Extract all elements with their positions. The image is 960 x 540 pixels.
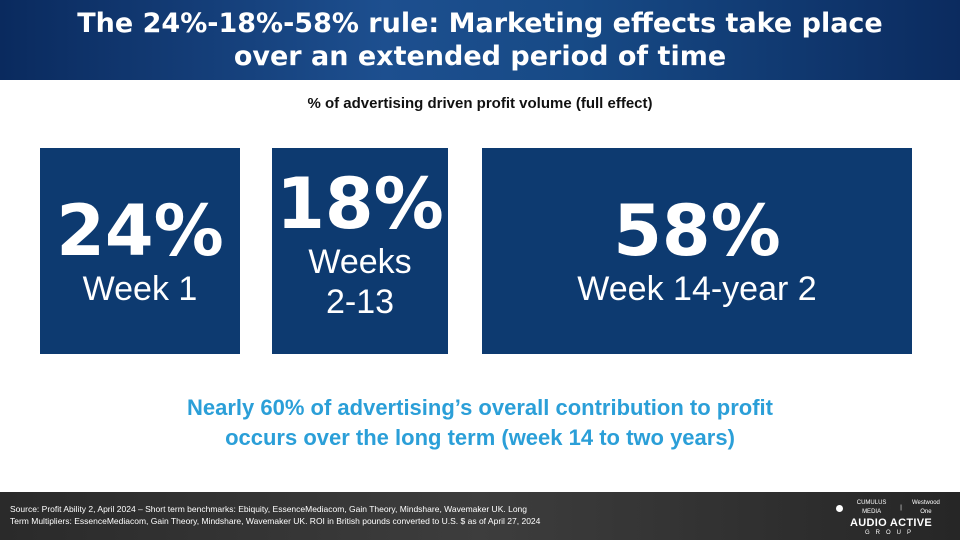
logo-main: AUDIO ACTIVE — [849, 517, 933, 529]
header-banner: The 24%-18%-58% rule: Marketing effects … — [0, 0, 960, 80]
stat-box-week-14-year-2: 58% Week 14-year 2 — [482, 148, 912, 354]
stat-label-line-2: 2-13 — [325, 283, 395, 321]
subtitle: % of advertising driven profit volume (f… — [307, 95, 653, 112]
logo-westwood: Westwood One — [911, 500, 940, 515]
audio-active-group-logo: CUMULUS MEDIA | Westwood One AUDIO ACTIV… — [836, 499, 946, 538]
logo-top-row: CUMULUS MEDIA | Westwood One — [836, 499, 946, 517]
source-line-1: Source: Profit Ability 2, April 2024 – S… — [10, 504, 528, 514]
stat-label-line-1: Weeks — [308, 243, 412, 281]
title-line-1: The 24%-18%-58% rule: Marketing effects … — [77, 8, 883, 39]
source-line-2: Term Multipliers: EssenceMediacom, Gain … — [10, 516, 541, 526]
logo-cumulus: CUMULUS MEDIA — [856, 500, 887, 515]
callout-line-1: Nearly 60% of advertising’s overall cont… — [187, 395, 773, 420]
source-note: Source: Profit Ability 2, April 2024 – S… — [10, 503, 730, 527]
title-line-2: over an extended period of time — [233, 41, 727, 72]
stat-percent: 18% — [276, 163, 444, 245]
stat-box-week-1: 24% Week 1 — [40, 148, 240, 354]
stat-percent: 58% — [613, 190, 781, 272]
stat-percent: 24% — [56, 190, 224, 272]
page-title: The 24%-18%-58% rule: Marketing effects … — [77, 7, 882, 73]
stat-label: Week 1 — [82, 270, 198, 308]
callout-text: Nearly 60% of advertising’s overall cont… — [0, 393, 960, 453]
stat-box-weeks-2-13: 18% Weeks 2-13 — [272, 148, 448, 354]
cumulus-icon — [836, 504, 843, 512]
logo-group: GROUP — [864, 530, 917, 536]
footer-bar: Source: Profit Ability 2, April 2024 – S… — [0, 492, 960, 540]
logo-separator: | — [900, 504, 902, 511]
stat-label: Week 14-year 2 — [577, 270, 817, 308]
callout-line-2: occurs over the long term (week 14 to tw… — [225, 425, 735, 450]
